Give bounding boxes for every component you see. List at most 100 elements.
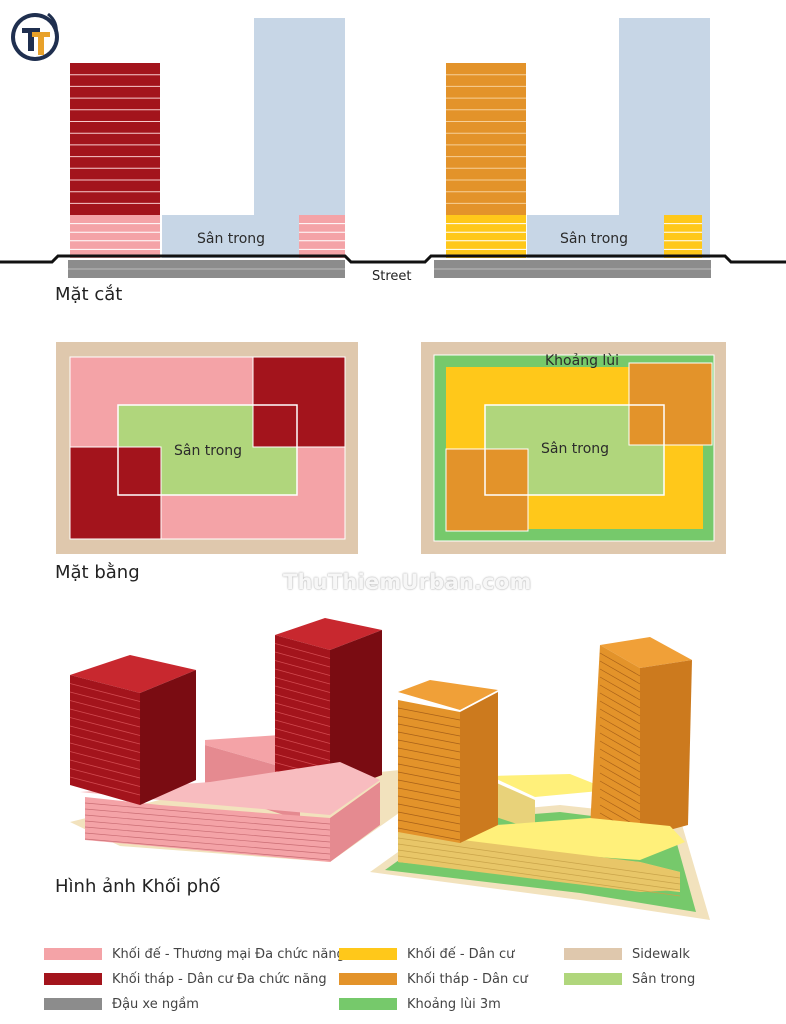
ground-line: [0, 254, 786, 264]
courtyard-label-section-left: Sân trong: [197, 231, 265, 247]
floor-line: [69, 717, 141, 736]
floor-line: [599, 788, 641, 813]
legend-item: Khối tháp - Dân cư Đa chức năng: [44, 969, 327, 989]
floor-line: [397, 803, 461, 817]
floor-line: [397, 795, 461, 809]
floor-line: [397, 787, 461, 801]
plan-left-tower-ne: [253, 357, 345, 447]
legend-item: Sidewalk: [564, 944, 690, 964]
section-right-podium-2: [664, 215, 702, 258]
floor-line: [84, 838, 331, 861]
floor-line: [397, 843, 681, 885]
floor-line: [397, 707, 461, 721]
floor-line: [397, 739, 461, 753]
floor-line: [69, 742, 141, 762]
section-left-tower: [70, 63, 160, 215]
floor-line: [599, 708, 641, 733]
floor-line: [397, 763, 461, 777]
legend-label: Sidewalk: [632, 946, 690, 962]
floor-line: [274, 711, 331, 727]
section-left-courtyard: [162, 215, 299, 258]
floor-line: [397, 855, 681, 897]
plan-right-tower-ne: [629, 363, 712, 445]
floor-line: [274, 736, 331, 753]
legend-label: Khối tháp - Dân cư Đa chức năng: [112, 971, 327, 987]
massing-right-tower-left-top: [398, 680, 498, 710]
legend-label: Khối đế - Dân cư: [407, 946, 515, 962]
massing-left-tower-right-top: [275, 618, 382, 650]
floor-line: [599, 780, 641, 805]
street-label: Street: [372, 269, 412, 284]
legend: Khối đế - Thương mại Đa chức năng Khối t…: [44, 944, 764, 1014]
floor-line: [274, 651, 331, 668]
plan-drawing: Sân trong Sân trong Khoảng lùi: [56, 342, 726, 554]
legend-item: Sân trong: [564, 969, 695, 989]
courtyard-label-plan-right: Sân trong: [541, 441, 609, 457]
floor-line: [84, 808, 331, 831]
plan-left-tower-sw: [70, 447, 161, 539]
floor-line: [397, 731, 461, 745]
section-right-podium-1: [446, 215, 526, 258]
floor-line: [274, 643, 331, 659]
floor-line: [84, 814, 331, 837]
floor-line: [599, 724, 641, 749]
floor-line: [274, 719, 331, 736]
floor-line: [599, 756, 641, 781]
floor-line: [69, 759, 141, 779]
floor-line: [69, 734, 141, 753]
floor-line: [599, 692, 641, 717]
floor-line: [397, 715, 461, 729]
floor-line: [274, 677, 331, 693]
floor-line: [599, 684, 641, 709]
legend-item: Khối tháp - Dân cư: [339, 969, 528, 989]
floor-line: [599, 676, 641, 701]
floor-line: [69, 700, 141, 719]
setback-label: Khoảng lùi: [545, 353, 619, 369]
floor-line: [397, 771, 461, 785]
legend-swatch: [44, 973, 102, 985]
floor-line: [84, 802, 331, 825]
floor-line: [599, 652, 641, 677]
legend-label: Khối tháp - Dân cư: [407, 971, 528, 987]
floor-line: [69, 691, 141, 711]
section-left-podium-2: [299, 215, 345, 258]
massing-left-podium-front: [85, 797, 330, 862]
courtyard-label-section-right: Sân trong: [560, 231, 628, 247]
section-right-tower: [446, 63, 526, 215]
floor-line: [599, 740, 641, 765]
floor-line: [274, 702, 331, 719]
massing-title: Hình ảnh Khối phố: [55, 876, 221, 897]
floor-line: [397, 837, 681, 879]
floor-line: [397, 819, 461, 833]
legend-swatch: [339, 948, 397, 960]
floor-line: [69, 725, 141, 745]
floor-line: [397, 849, 681, 891]
legend-label: Khoảng lùi 3m: [407, 996, 501, 1012]
section-right-courtyard: [527, 215, 664, 258]
legend-swatch: [44, 948, 102, 960]
floor-line: [274, 745, 331, 761]
floor-line: [599, 660, 641, 685]
legend-swatch: [339, 998, 397, 1010]
floor-line: [397, 755, 461, 769]
floor-line: [274, 694, 331, 710]
plan-title: Mặt bằng: [55, 562, 140, 583]
floor-line: [599, 668, 641, 693]
floor-line: [69, 683, 141, 702]
legend-label: Đậu xe ngầm: [112, 996, 199, 1012]
floor-line: [599, 796, 641, 821]
floor-line: [69, 776, 141, 796]
floor-line: [69, 708, 141, 728]
massing-right-tower-right-top: [600, 637, 692, 668]
floor-line: [599, 748, 641, 773]
legend-swatch: [564, 973, 622, 985]
floor-line: [69, 751, 141, 770]
floor-line: [274, 685, 331, 702]
massing-left-tower-left-front: [70, 675, 140, 805]
floor-line: [599, 732, 641, 757]
floor-line: [397, 723, 461, 737]
floor-line: [599, 700, 641, 725]
floor-line: [397, 811, 461, 825]
floor-line: [69, 768, 141, 787]
